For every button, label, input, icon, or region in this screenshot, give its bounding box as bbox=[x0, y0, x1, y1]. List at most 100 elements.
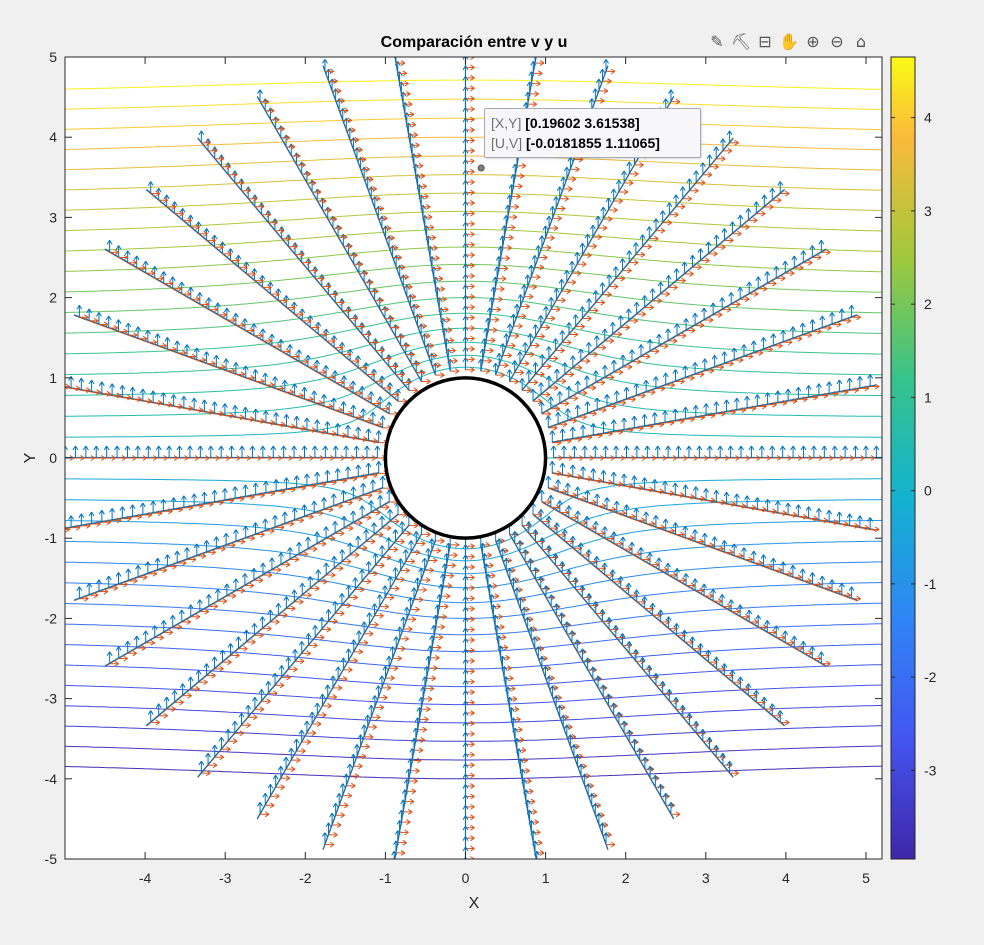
quiver-head-u bbox=[797, 455, 803, 461]
quiver-head-u bbox=[874, 383, 880, 390]
colorbar-tick-label: -2 bbox=[924, 669, 937, 685]
quiver-head-u bbox=[346, 351, 352, 358]
quiver-head-u bbox=[610, 841, 616, 848]
quiver-head-v bbox=[462, 700, 469, 706]
quiver-head-v bbox=[746, 609, 753, 615]
quiver-head-u bbox=[260, 531, 265, 538]
quiver-head-u bbox=[470, 220, 475, 227]
quiver-head-v bbox=[307, 576, 314, 581]
quiver-head-v bbox=[377, 495, 384, 500]
quiver-head-v bbox=[558, 612, 565, 617]
pan-icon[interactable]: ✋ bbox=[779, 31, 799, 51]
quiver-head-v bbox=[574, 404, 581, 410]
brush-icon[interactable]: ⛏ bbox=[730, 31, 752, 51]
quiver-head-u bbox=[628, 483, 634, 489]
quiver-head-v bbox=[873, 445, 880, 451]
quiver-head-u bbox=[157, 510, 163, 517]
quiver-head-u bbox=[264, 98, 270, 105]
quiver-head-u bbox=[766, 455, 772, 461]
quiver-head-v bbox=[322, 59, 328, 64]
quiver-head-v bbox=[242, 484, 249, 490]
quiver-head-v bbox=[332, 802, 339, 808]
quiver-head-u bbox=[163, 455, 168, 461]
zoom-out-icon[interactable]: ⊖ bbox=[830, 31, 844, 51]
quiver-head-u bbox=[211, 549, 216, 556]
quiver-head-u bbox=[433, 665, 438, 672]
quiver-head-v bbox=[528, 626, 535, 632]
quiver-head-u bbox=[485, 368, 491, 375]
streamline bbox=[65, 117, 882, 131]
zoom-in-icon[interactable]: ⊕ bbox=[806, 31, 820, 51]
quiver-head-v bbox=[272, 673, 278, 678]
quiver-head-v bbox=[566, 569, 572, 574]
quiver-head-v bbox=[357, 734, 364, 739]
quiver-head-v bbox=[675, 445, 682, 451]
quiver-head-u bbox=[717, 598, 723, 605]
quiver-head-v bbox=[490, 286, 497, 292]
quiver-head-u bbox=[309, 396, 314, 403]
quiver-head-u bbox=[111, 455, 116, 461]
quiver-head-u bbox=[470, 824, 475, 831]
quiver-head-u bbox=[322, 578, 328, 585]
quiver-head-u bbox=[327, 703, 332, 709]
quiver-head-v bbox=[563, 621, 570, 626]
quiver-head-v bbox=[364, 445, 370, 451]
datatip[interactable]: [X,Y] [0.19602 3.61538] [U,V] [-0.018185… bbox=[484, 108, 701, 158]
quiver-head-u bbox=[416, 152, 422, 159]
quiver-head-u bbox=[438, 634, 444, 641]
quiver-head-u bbox=[152, 570, 158, 577]
quiver-head-u bbox=[470, 335, 475, 342]
quiver-head-u bbox=[470, 304, 475, 311]
quiver-head-u bbox=[425, 706, 431, 713]
quiver-head-u bbox=[500, 537, 505, 544]
quiver-head-u bbox=[367, 417, 373, 424]
quiver-head-u bbox=[416, 757, 422, 764]
quiver-head-u bbox=[587, 434, 593, 441]
quiver-head-v bbox=[197, 445, 204, 451]
y-tick-label: -5 bbox=[45, 851, 58, 867]
quiver-head-v bbox=[142, 260, 149, 266]
quiver-head-v bbox=[360, 408, 367, 413]
quiver-head-v bbox=[323, 365, 329, 370]
quiver-head-u bbox=[132, 455, 137, 461]
quiver-head-u bbox=[229, 412, 235, 419]
quiver-head-v bbox=[398, 809, 405, 815]
quiver-head-v bbox=[488, 594, 495, 599]
quiver-head-u bbox=[470, 85, 475, 92]
quiver-head-v bbox=[753, 201, 760, 206]
quiver-head-u bbox=[649, 423, 654, 430]
quiver-head-v bbox=[305, 536, 311, 542]
quiver-head-v bbox=[86, 582, 93, 588]
datatip-icon[interactable]: ⊟ bbox=[758, 31, 772, 51]
quiver-head-v bbox=[323, 526, 329, 531]
x-tick-label: -1 bbox=[379, 870, 392, 886]
edit-icon[interactable]: ✎ bbox=[710, 31, 724, 51]
quiver-head-u bbox=[250, 416, 255, 423]
quiver-head-u bbox=[285, 134, 291, 141]
quiver-head-u bbox=[784, 190, 790, 197]
quiver-head-v bbox=[659, 681, 666, 686]
quiver-head-u bbox=[823, 517, 829, 524]
quiver-head-v bbox=[652, 774, 659, 780]
quiver-head-u bbox=[142, 335, 148, 342]
quiver-head-v bbox=[88, 379, 95, 385]
quiver-head-u bbox=[132, 650, 137, 657]
quiver-head-u bbox=[270, 528, 275, 534]
quiver-head-u bbox=[720, 155, 726, 162]
quiver-head-u bbox=[351, 127, 356, 134]
quiver-head-u bbox=[660, 524, 666, 531]
quiver-head-u bbox=[195, 296, 201, 303]
quiver-head-u bbox=[239, 730, 245, 737]
quiver-head-v bbox=[312, 625, 319, 630]
quiver-head-v bbox=[561, 529, 568, 534]
quiver-head-v bbox=[412, 727, 419, 733]
quiver-head-v bbox=[686, 445, 692, 451]
quiver-head-u bbox=[383, 694, 388, 701]
streamline bbox=[65, 664, 882, 688]
home-icon[interactable]: ⌂ bbox=[855, 31, 867, 51]
quiver-head-v bbox=[524, 91, 531, 97]
quiver-head-v bbox=[625, 308, 632, 314]
quiver-head-v bbox=[180, 396, 187, 401]
quiver-head-u bbox=[585, 358, 591, 365]
